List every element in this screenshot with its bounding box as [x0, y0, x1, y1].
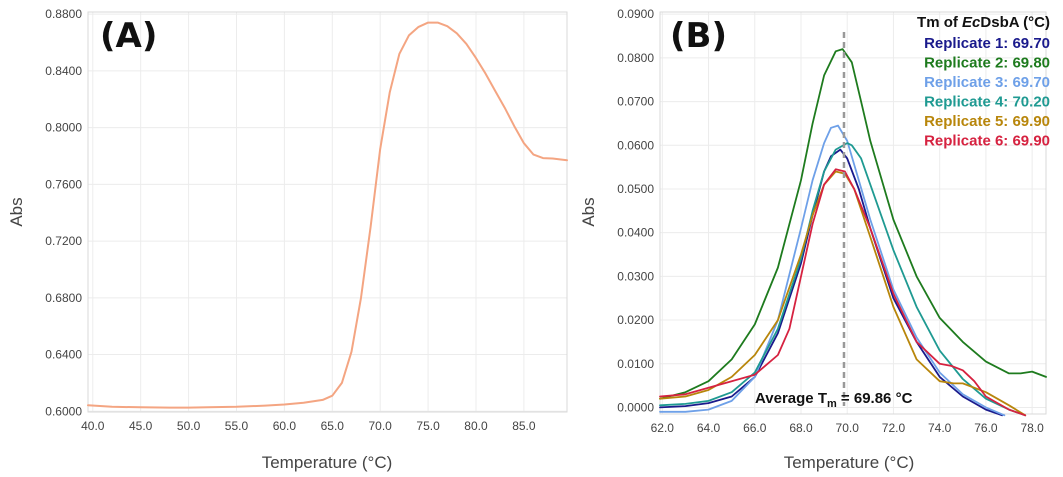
legend-title: Tm of EcDsbA (°C)	[917, 14, 1050, 31]
legend-entry-replicate-3: Replicate 3: 69.70	[924, 74, 1050, 91]
legend-title-prefix: Tm of	[917, 14, 962, 31]
y-tick-label: 0.0300	[617, 269, 654, 283]
x-tick-label: 60.0	[273, 419, 297, 433]
legend-title-suffix: DsbA (°C)	[980, 14, 1050, 31]
x-tick-label: 68.0	[789, 421, 813, 435]
y-tick-label: 0.6400	[45, 348, 82, 362]
y-tick-label: 0.0600	[617, 138, 654, 152]
panel-b-grid	[660, 12, 1046, 414]
legend-entry-replicate-5: Replicate 5: 69.90	[924, 113, 1050, 130]
y-tick-label: 0.6800	[45, 291, 82, 305]
x-tick-label: 65.0	[321, 419, 345, 433]
panel-b-legend: Replicate 1: 69.70 Replicate 2: 69.80 Repl…	[924, 35, 1050, 150]
absorbance-curve	[87, 21, 568, 409]
y-tick-label: 0.7600	[45, 177, 82, 191]
legend-title-italic: Ec	[962, 14, 981, 31]
replicate-1-curve	[659, 148, 1003, 417]
legend-entry-replicate-1: Replicate 1: 69.70	[924, 35, 1050, 52]
y-tick-label: 0.0400	[617, 226, 654, 240]
x-tick-label: 66.0	[743, 421, 767, 435]
x-tick-label: 76.0	[974, 421, 998, 435]
legend-entry-replicate-2: Replicate 2: 69.80	[924, 55, 1050, 72]
panel-b-x-axis-label: Temperature (°C)	[784, 453, 915, 472]
y-tick-label: 0.0900	[617, 7, 654, 21]
x-tick-label: 85.0	[512, 419, 536, 433]
replicate-3-curve	[659, 124, 1006, 417]
panel-b-label: (B)	[670, 16, 727, 56]
y-tick-label: 0.6000	[45, 404, 82, 418]
y-tick-label: 0.0500	[617, 182, 654, 196]
x-tick-label: 74.0	[928, 421, 952, 435]
average-tm-annotation: Average Tm = 69.86 °C	[755, 390, 913, 410]
legend-entry-replicate-6: Replicate 6: 69.90	[924, 133, 1050, 150]
x-tick-label: 55.0	[225, 419, 249, 433]
panel-a-series	[87, 21, 568, 409]
x-tick-label: 78.0	[1020, 421, 1044, 435]
y-tick-label: 0.0000	[617, 400, 654, 414]
x-tick-label: 72.0	[882, 421, 906, 435]
panel-b-chart: 62.0 64.0 66.0 68.0 70.0 72.0 74.0 76.0 78.0 0.00…	[579, 7, 1050, 472]
legend-entry-replicate-4: Replicate 4: 70.20	[924, 94, 1050, 111]
x-tick-label: 70.0	[369, 419, 393, 433]
x-tick-label: 62.0	[651, 421, 675, 435]
y-tick-label: 0.0800	[617, 51, 654, 65]
y-tick-label: 0.7200	[45, 234, 82, 248]
panel-a-chart: 40.0 45.0 50.0 55.0 60.0 65.0 70.0 75.0 80.0 85.0…	[7, 7, 568, 472]
x-tick-label: 70.0	[836, 421, 860, 435]
panel-b-y-axis-label: Abs	[579, 197, 598, 226]
panel-a-plot-area	[87, 11, 568, 413]
y-tick-label: 0.0100	[617, 357, 654, 371]
panel-a-y-axis-label: Abs	[7, 197, 26, 226]
panel-a-grid	[88, 12, 567, 412]
y-tick-label: 0.8800	[45, 7, 82, 21]
replicate-4-curve	[659, 142, 1027, 417]
annotation-suffix: = 69.86 °C	[837, 390, 913, 407]
x-tick-label: 80.0	[464, 419, 488, 433]
x-tick-label: 45.0	[129, 419, 153, 433]
y-tick-label: 0.8400	[45, 64, 82, 78]
panel-a-ticks: 40.0 45.0 50.0 55.0 60.0 65.0 70.0 75.0 80.0 85.0…	[45, 7, 536, 433]
replicate-6-curve	[659, 168, 1027, 417]
panel-a-x-axis-label: Temperature (°C)	[262, 453, 393, 472]
replicate-2-curve	[659, 48, 1047, 400]
panel-a-label: (A)	[100, 16, 157, 56]
x-tick-label: 40.0	[81, 419, 105, 433]
panel-b-ticks: 62.0 64.0 66.0 68.0 70.0 72.0 74.0 76.0 78.0 0.00…	[617, 7, 1044, 435]
y-tick-label: 0.8000	[45, 121, 82, 135]
annotation-prefix: Average T	[755, 390, 827, 407]
panel-b-plot-area	[659, 11, 1047, 415]
y-tick-label: 0.0200	[617, 313, 654, 327]
annotation-subscript: m	[827, 398, 837, 410]
y-tick-label: 0.0700	[617, 95, 654, 109]
x-tick-label: 75.0	[416, 419, 440, 433]
x-tick-label: 50.0	[177, 419, 201, 433]
x-tick-label: 64.0	[697, 421, 721, 435]
